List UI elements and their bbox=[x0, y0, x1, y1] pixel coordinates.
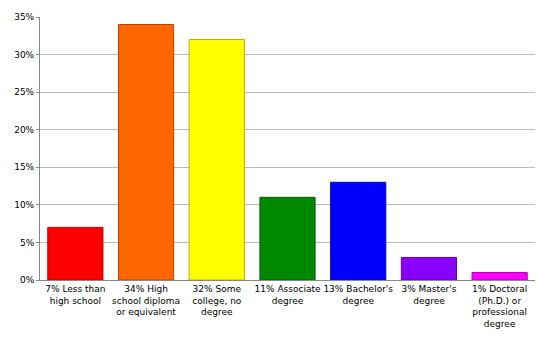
svg-text:25%: 25% bbox=[14, 87, 34, 97]
svg-text:0%: 0% bbox=[20, 275, 35, 285]
svg-text:10%: 10% bbox=[14, 200, 34, 210]
svg-text:11% Associatedegree: 11% Associatedegree bbox=[255, 284, 321, 306]
svg-text:13% Bachelor'sdegree: 13% Bachelor'sdegree bbox=[323, 284, 393, 306]
svg-text:1% Doctoral(Ph.D.) orprofessio: 1% Doctoral(Ph.D.) orprofessionaldegree bbox=[472, 284, 527, 329]
svg-text:7% Less thanhigh school: 7% Less thanhigh school bbox=[45, 284, 105, 306]
svg-text:34% Highschool diplomaor equiv: 34% Highschool diplomaor equivalent bbox=[112, 284, 180, 317]
svg-text:5%: 5% bbox=[20, 238, 35, 248]
svg-text:3% Master'sdegree: 3% Master'sdegree bbox=[401, 284, 456, 306]
svg-text:35%: 35% bbox=[14, 12, 34, 22]
svg-text:15%: 15% bbox=[14, 162, 34, 172]
svg-text:30%: 30% bbox=[14, 50, 34, 60]
svg-text:20%: 20% bbox=[14, 125, 34, 135]
svg-text:32% Somecollege, nodegree: 32% Somecollege, nodegree bbox=[192, 284, 242, 317]
